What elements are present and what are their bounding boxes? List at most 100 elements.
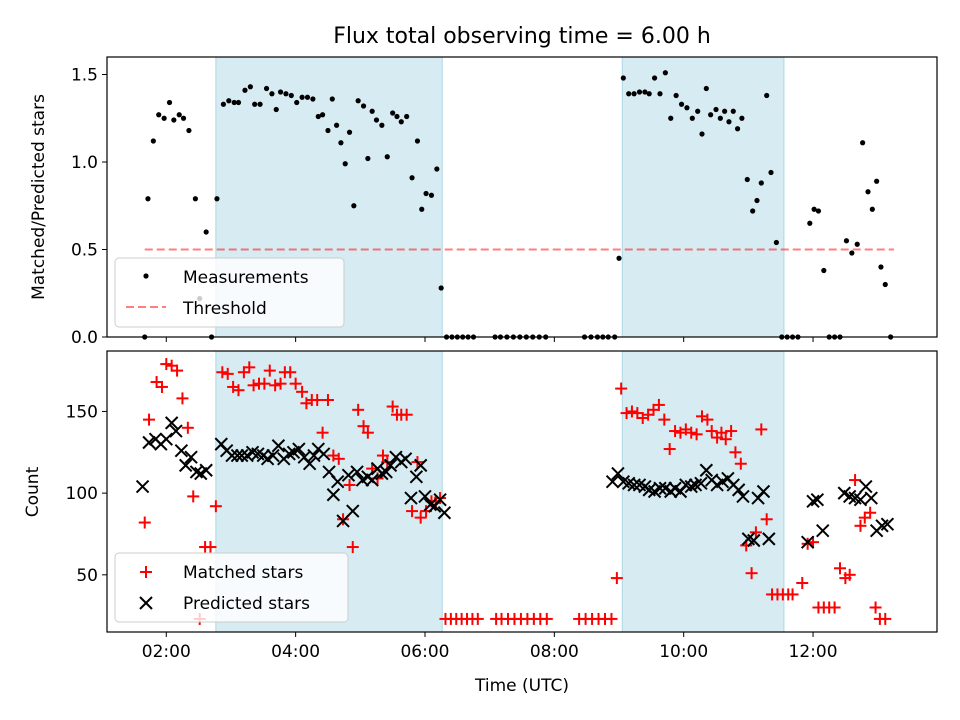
- predicted-star-point: [627, 478, 641, 492]
- matched-star-point: [232, 384, 245, 397]
- bottom-x-ticks: 02:00 04:00 06:00 08:00 10:00 12:00: [142, 632, 838, 662]
- matched-star-point: [321, 394, 334, 407]
- matched-star-point: [663, 443, 676, 456]
- matched-star-point: [605, 612, 618, 625]
- measurement-point: [214, 196, 220, 202]
- measurement-point: [860, 140, 866, 146]
- matched-star-point: [749, 526, 762, 539]
- measurement-point: [171, 117, 177, 123]
- measurement-point: [699, 131, 705, 137]
- matched-star-point: [625, 405, 638, 418]
- predicted-star-point: [341, 468, 356, 482]
- measurement-point: [631, 91, 637, 97]
- matched-star-point: [221, 367, 234, 380]
- matched-star-point: [705, 425, 718, 438]
- measurement-point: [365, 155, 371, 162]
- matched-star-point: [274, 377, 287, 390]
- matched-star-point: [243, 361, 256, 374]
- measurement-point: [166, 99, 173, 106]
- bottom-panel: 02:00 04:00 06:00 08:00 10:00 12:00 50100150 …: [23, 350, 938, 696]
- predicted-star-point: [271, 439, 286, 453]
- matched-star-point: [828, 601, 841, 614]
- measurement-point: [252, 101, 258, 107]
- legend-measurements-label: Measurements: [183, 268, 309, 288]
- predicted-star-point: [699, 463, 714, 477]
- matched-star-point: [216, 366, 229, 379]
- predicted-star-point: [398, 452, 413, 466]
- measurement-point: [369, 108, 375, 114]
- measurement-point: [247, 84, 253, 90]
- matched-star-point: [316, 426, 329, 439]
- matched-star-point: [652, 398, 665, 411]
- matched-star-point: [610, 572, 623, 585]
- measurement-point: [423, 190, 429, 197]
- matched-star-point: [346, 541, 359, 554]
- measurement-point: [642, 89, 648, 95]
- matched-star-point: [745, 567, 758, 580]
- matched-star-point: [160, 358, 173, 371]
- measurement-point: [283, 91, 289, 97]
- predicted-star-point: [605, 474, 620, 489]
- matched-star-point: [357, 420, 370, 433]
- measurement-point: [874, 178, 880, 184]
- matched-star-point: [869, 601, 882, 614]
- measurement-point: [325, 127, 331, 134]
- matched-star-point: [400, 408, 413, 421]
- predicted-star-point: [653, 481, 667, 495]
- matched-star-point: [796, 576, 809, 589]
- matched-star-point: [658, 413, 671, 426]
- y-tick-label: 1.5: [71, 66, 98, 86]
- measurement-point: [750, 208, 756, 214]
- matched-star-point: [755, 423, 768, 436]
- matched-star-point: [386, 400, 399, 413]
- matched-star-point: [471, 612, 484, 625]
- measurement-point: [304, 94, 311, 100]
- predicted-star-point: [747, 533, 761, 548]
- measurement-point: [744, 176, 750, 183]
- measurement-point: [668, 115, 674, 121]
- predicted-star-point: [316, 447, 331, 461]
- y-tick-label: 1.0: [71, 153, 98, 173]
- measurement-point: [434, 166, 440, 172]
- predicted-star-point: [350, 465, 364, 479]
- measurement-point: [673, 92, 679, 99]
- matched-star-point: [343, 478, 356, 491]
- matched-star-point: [690, 428, 703, 441]
- matched-star-point: [734, 457, 747, 470]
- measurement-point: [414, 138, 421, 144]
- measurement-point: [773, 239, 779, 246]
- predicted-star-point: [326, 488, 341, 502]
- measurement-point: [616, 255, 622, 261]
- measurement-point: [192, 196, 198, 202]
- predicted-star-point: [199, 463, 213, 477]
- predicted-star-point: [282, 447, 296, 461]
- measurement-point: [145, 196, 151, 202]
- bottom-axes-frame: [106, 350, 938, 633]
- predicted-star-point: [433, 492, 447, 507]
- predicted-star-point: [292, 442, 306, 456]
- y-tick-label: 150: [66, 402, 98, 422]
- matched-star-point: [143, 413, 156, 426]
- matched-star-point: [171, 364, 184, 377]
- measurement-point: [807, 220, 813, 226]
- matched-star-point: [879, 612, 892, 625]
- measurement-point: [764, 92, 770, 99]
- matched-star-point: [176, 392, 189, 405]
- matched-star-point: [540, 612, 553, 625]
- predicted-star-point: [178, 458, 193, 473]
- measurement-point: [768, 169, 774, 176]
- measurement-point: [815, 208, 822, 214]
- measurement-point: [657, 91, 663, 97]
- matched-star-point: [289, 377, 302, 390]
- predicted-star-point: [694, 476, 708, 491]
- y-tick-label: 0.5: [71, 241, 98, 261]
- measurement-point: [346, 129, 353, 135]
- matched-star-point: [247, 379, 260, 392]
- measurement-point: [235, 99, 242, 106]
- matched-star-point: [864, 506, 877, 519]
- measurement-point: [409, 175, 415, 181]
- predicted-star-point: [800, 535, 815, 549]
- predicted-star-point: [184, 450, 198, 464]
- predicted-star-point: [383, 458, 398, 473]
- x-tick-label: 10:00: [659, 642, 708, 662]
